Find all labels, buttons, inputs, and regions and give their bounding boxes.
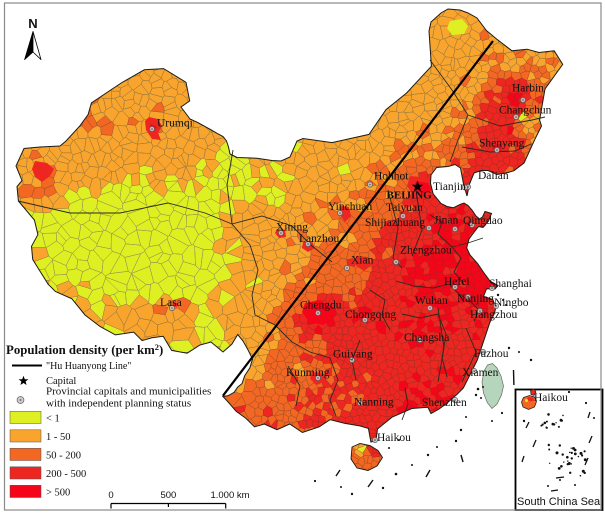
svg-text:Nanning: Nanning	[354, 397, 394, 409]
svg-text:BEIJING: BEIJING	[387, 190, 433, 202]
svg-text:Ningbo: Ningbo	[494, 297, 529, 309]
svg-text:50 - 200: 50 - 200	[46, 450, 81, 461]
svg-text:Fuzhou: Fuzhou	[474, 348, 509, 360]
svg-text:Yinchuan: Yinchuan	[328, 201, 372, 213]
svg-text:Haikou: Haikou	[534, 392, 568, 404]
svg-text:Jinan: Jinan	[434, 215, 459, 227]
svg-text:Lasa: Lasa	[160, 297, 182, 309]
svg-text:0: 0	[108, 490, 113, 501]
svg-text:Hangzhou: Hangzhou	[470, 309, 518, 321]
svg-text:Lanzhou: Lanzhou	[299, 233, 339, 245]
svg-text:> 500: > 500	[46, 487, 70, 498]
svg-text:with independent planning stat: with independent planning status	[46, 398, 191, 410]
svg-text:Hohhot: Hohhot	[374, 171, 409, 183]
svg-text:Chongqing: Chongqing	[345, 309, 396, 321]
svg-text:Changsha: Changsha	[404, 332, 449, 344]
svg-text:Shenyang: Shenyang	[479, 138, 525, 150]
svg-text:"Hu Huanyong Line": "Hu Huanyong Line"	[46, 361, 131, 372]
svg-text:Kunming: Kunming	[286, 367, 330, 379]
svg-text:Changchun: Changchun	[499, 105, 552, 117]
svg-text:Capital: Capital	[46, 376, 76, 387]
svg-text:Haikou: Haikou	[377, 432, 411, 444]
svg-text:Urumqi: Urumqi	[157, 118, 193, 130]
svg-text:Hefei: Hefei	[444, 276, 470, 288]
svg-text:Nanjing: Nanjing	[457, 293, 494, 305]
svg-text:500: 500	[160, 490, 176, 501]
svg-text:Qingdao: Qingdao	[463, 215, 503, 227]
svg-text:Tianjin: Tianjin	[433, 181, 466, 193]
svg-text:Harbin: Harbin	[512, 83, 544, 95]
svg-text:N: N	[28, 16, 37, 31]
svg-text:200 - 500: 200 - 500	[46, 469, 86, 480]
svg-text:Population density (per km2): Population density (per km2)	[6, 342, 163, 357]
svg-text:Zhengzhou: Zhengzhou	[400, 245, 452, 257]
svg-text:< 1: < 1	[46, 413, 60, 424]
svg-text:Dalian: Dalian	[478, 170, 509, 182]
svg-text:Provincial capitals and munici: Provincial capitals and municipalities	[46, 386, 211, 398]
svg-text:Chengdu: Chengdu	[300, 300, 342, 312]
svg-text:Shijiazhuang: Shijiazhuang	[365, 217, 425, 229]
svg-text:Guiyang: Guiyang	[333, 349, 373, 361]
svg-text:1.000 km: 1.000 km	[210, 490, 249, 501]
svg-text:Taiyuan: Taiyuan	[386, 202, 423, 214]
svg-text:South China Sea: South China Sea	[517, 496, 601, 508]
svg-text:Shanghai: Shanghai	[489, 278, 532, 290]
svg-text:Xiamen: Xiamen	[462, 367, 499, 379]
svg-text:Wuhan: Wuhan	[415, 295, 448, 307]
svg-text:1 - 50: 1 - 50	[46, 432, 71, 443]
svg-text:Xian: Xian	[351, 255, 374, 267]
svg-text:Shenzhen: Shenzhen	[422, 397, 467, 409]
svg-text:Xining: Xining	[276, 222, 308, 234]
